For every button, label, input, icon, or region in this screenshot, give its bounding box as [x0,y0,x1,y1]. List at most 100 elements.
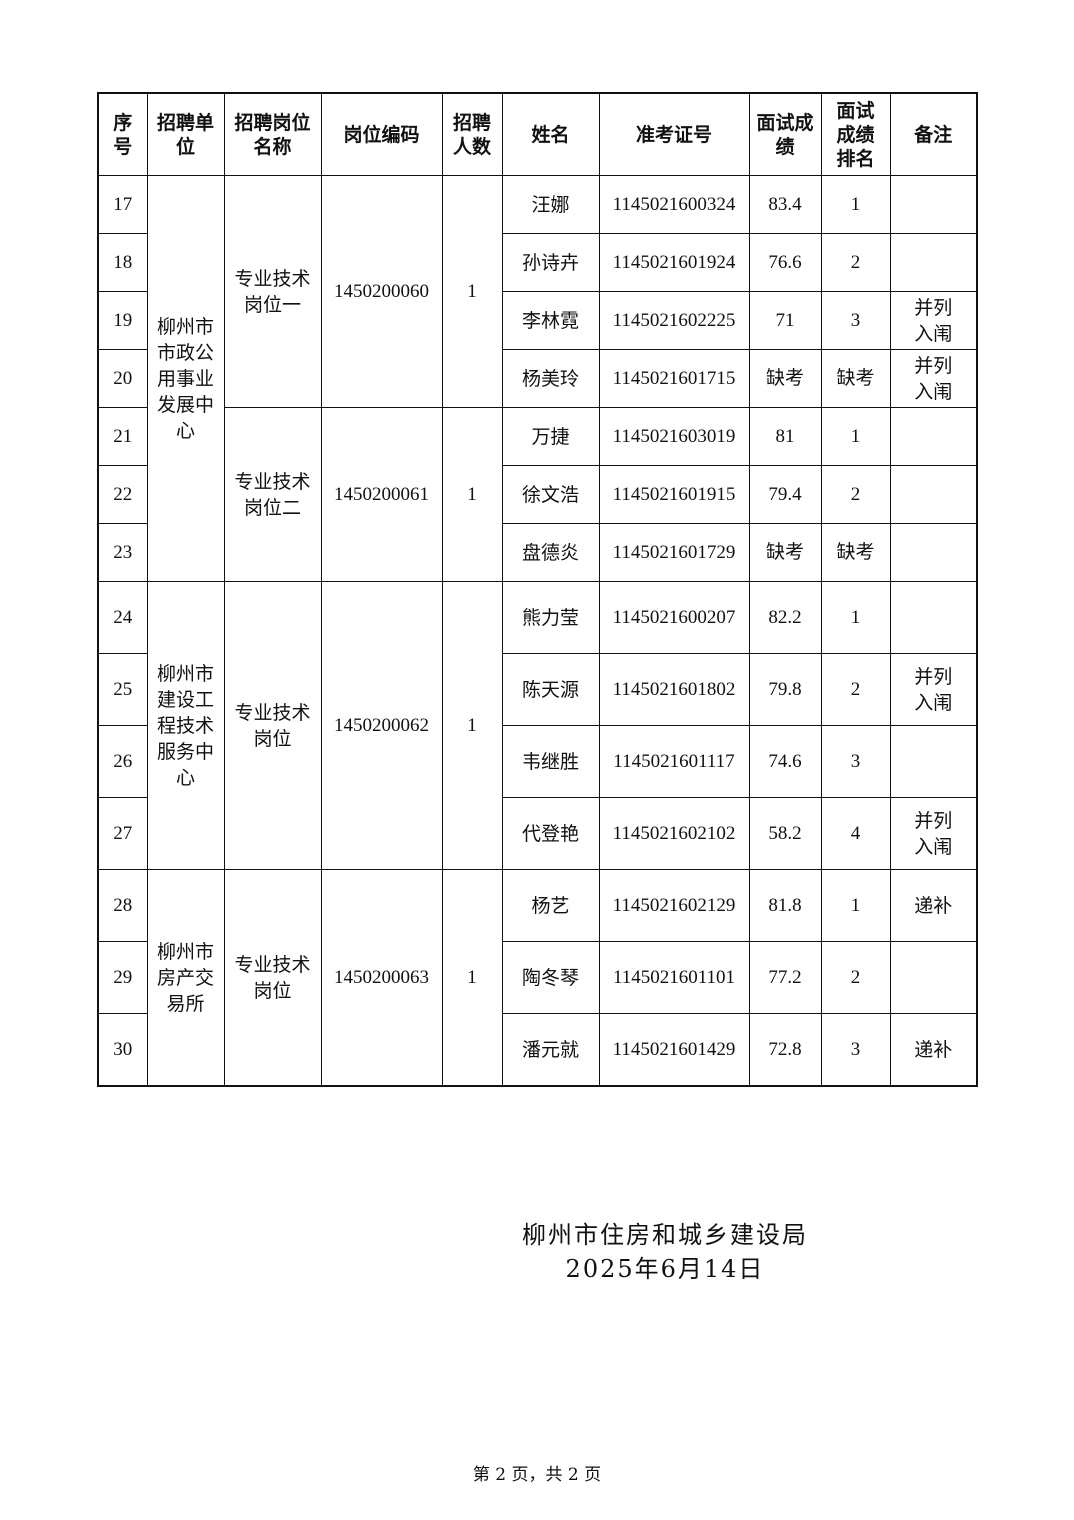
score-rank: 1 [820,407,891,466]
exam-ticket-number: 1145021601729 [598,523,750,582]
col-header-count: 招聘人数 [441,92,503,176]
remark-text: 并列入闱 [914,354,953,403]
table-row: 26 韦继胜 1145021601117 74.6 3 [97,725,978,798]
remark [889,175,978,234]
remark-text: 并列入闱 [914,809,953,858]
exam-ticket-number: 1145021601802 [598,653,750,726]
score-rank: 2 [820,653,891,726]
table-row: 28 柳州市房产交易所 专业技术岗位 1450200063 1 杨艺 11450216021… [97,869,978,1087]
remark: 并列入闱 [889,797,978,870]
exam-ticket-number: 1145021601915 [598,465,750,524]
post-name: 专业技术岗位二 [223,407,322,582]
remark [889,941,978,1014]
interview-score: 76.6 [748,233,822,292]
recruiting-unit: 柳州市建设工程技术服务中心 [146,581,225,870]
interview-score: 79.4 [748,465,822,524]
post-code: 1450200063 [320,869,443,1087]
post-name-text: 专业技术岗位 [234,701,311,750]
exam-ticket-number: 1145021601715 [598,349,750,408]
col-header-note: 备注 [889,92,978,176]
post-name-text: 专业技术岗位二 [234,470,311,519]
interview-score: 79.8 [748,653,822,726]
row-number: 21 [97,407,148,466]
score-rank: 2 [820,233,891,292]
recruit-count: 1 [441,869,503,1087]
remark-text: 并列入闱 [914,296,953,345]
row-number: 19 [97,291,148,350]
table-row: 24 柳州市建设工程技术服务中心 专业技术岗位 1450200062 1 熊力莹 11450… [97,581,978,870]
remark [889,233,978,292]
interview-score: 81.8 [748,869,822,942]
col-header-unit: 招聘单位 [146,92,225,176]
table-row: 30 潘元就 1145021601429 72.8 3 递补 [97,1013,978,1087]
interview-score: 77.2 [748,941,822,1014]
candidate-name: 汪娜 [501,175,600,234]
header-row: 序号 招聘单位 招聘岗位名称 岗位编码 招聘人数 姓名 准考证号 面试成绩 面试… [97,92,978,176]
post-name-text: 专业技术岗位一 [234,267,311,316]
row-number: 22 [97,465,148,524]
row-number: 30 [97,1013,148,1087]
score-rank: 缺考 [820,523,891,582]
col-header-no: 序号 [97,92,148,176]
remark: 并列入闱 [889,653,978,726]
candidate-name: 孙诗卉 [501,233,600,292]
col-header-score: 面试成绩 [748,92,822,176]
remark [889,725,978,798]
remark [889,465,978,524]
recruiting-unit-text: 柳州市建设工程技术服务中心 [156,662,214,789]
exam-ticket-number: 1145021601117 [598,725,750,798]
remark-text: 递补 [914,1038,953,1061]
row-number: 18 [97,233,148,292]
interview-score: 缺考 [748,523,822,582]
interview-score: 81 [748,407,822,466]
score-rank: 4 [820,797,891,870]
candidate-name: 陈天源 [501,653,600,726]
interview-score: 58.2 [748,797,822,870]
remark: 递补 [889,869,978,942]
post-name: 专业技术岗位 [223,581,322,870]
score-rank: 1 [820,581,891,654]
candidate-name: 杨美玲 [501,349,600,408]
row-number: 27 [97,797,148,870]
candidate-name: 万捷 [501,407,600,466]
table-row: 29 陶冬琴 1145021601101 77.2 2 [97,941,978,1014]
row-number: 26 [97,725,148,798]
remark [889,523,978,582]
remark: 并列入闱 [889,291,978,350]
recruit-count: 1 [441,175,503,408]
table-row: 22 徐文浩 1145021601915 79.4 2 [97,465,978,524]
candidate-name: 代登艳 [501,797,600,870]
recruiting-unit: 柳州市房产交易所 [146,869,225,1087]
score-rank: 1 [820,175,891,234]
score-rank: 缺考 [820,349,891,408]
exam-ticket-number: 1145021600324 [598,175,750,234]
exam-ticket-number: 1145021602129 [598,869,750,942]
exam-ticket-number: 1145021600207 [598,581,750,654]
signature-org: 柳州市住房和城乡建设局 [522,1221,808,1249]
candidate-name: 杨艺 [501,869,600,942]
interview-score: 83.4 [748,175,822,234]
score-rank: 2 [820,941,891,1014]
candidate-name: 韦继胜 [501,725,600,798]
exam-ticket-number: 1145021601924 [598,233,750,292]
row-number: 24 [97,581,148,654]
exam-ticket-number: 1145021601429 [598,1013,750,1087]
exam-ticket-number: 1145021602225 [598,291,750,350]
candidate-name: 盘德炎 [501,523,600,582]
post-name-text: 专业技术岗位 [234,953,311,1002]
remark-text: 并列入闱 [914,665,953,714]
table-row: 27 代登艳 1145021602102 58.2 4 并列入闱 [97,797,978,870]
candidate-name: 徐文浩 [501,465,600,524]
score-rank: 3 [820,725,891,798]
col-header-code: 岗位编码 [320,92,443,176]
row-number: 25 [97,653,148,726]
candidate-name: 李林霓 [501,291,600,350]
post-code: 1450200061 [320,407,443,582]
table-row: 20 杨美玲 1145021601715 缺考 缺考 并列入闱 [97,349,978,408]
col-header-rank: 面试成绩排名 [820,92,891,176]
recruiting-unit: 柳州市市政公用事业发展中心 [146,175,225,582]
interview-score: 82.2 [748,581,822,654]
exam-ticket-number: 1145021603019 [598,407,750,466]
remark-text: 递补 [914,894,953,917]
row-number: 28 [97,869,148,942]
